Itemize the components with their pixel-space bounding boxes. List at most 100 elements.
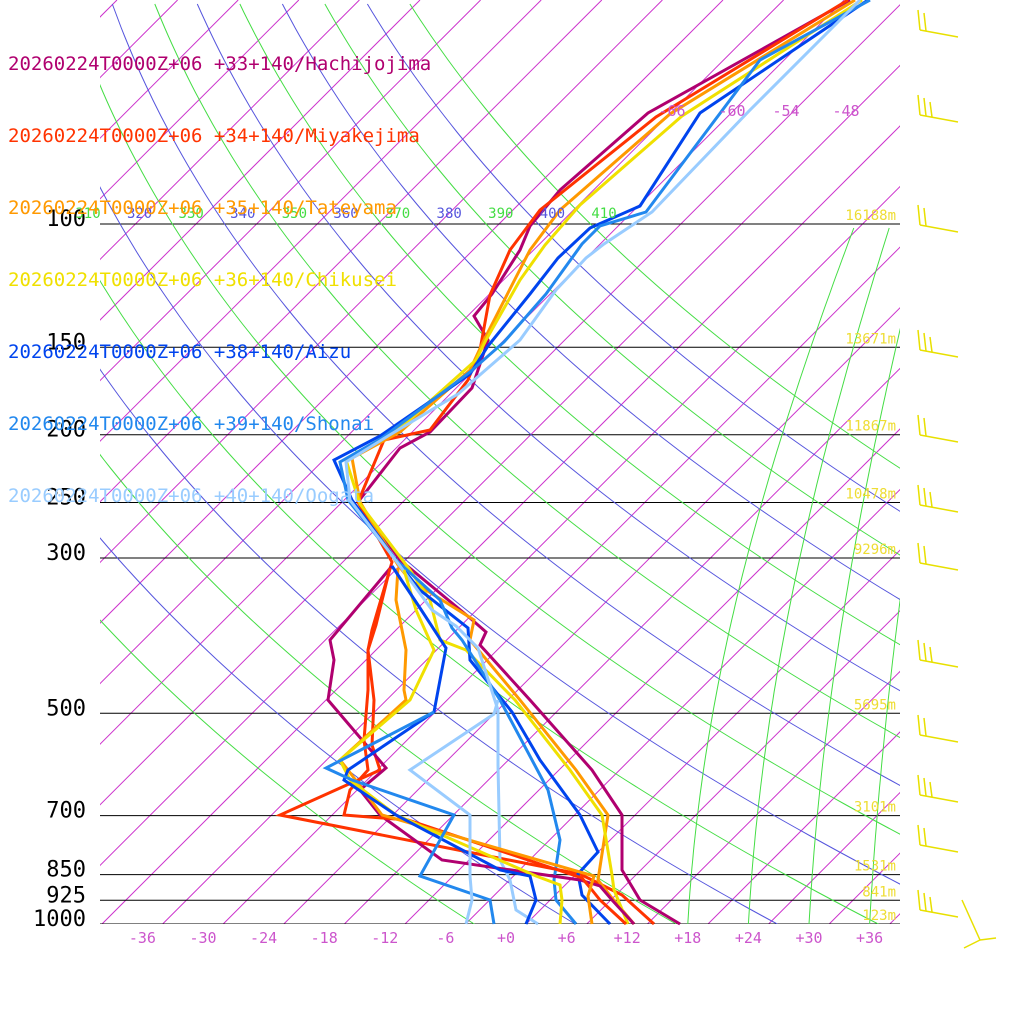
isotherm-line [100,0,360,261]
temperature-profile-line [356,0,851,926]
isotherm-line [404,428,900,924]
legend-entry-hachijojima: 20260224T0000Z+06 +33+140/Hachijojima [8,53,432,75]
isotherm-line [647,670,900,924]
wind-barb [917,824,959,853]
temperature-tick-label: +36 [856,929,883,947]
temperature-profile-line [344,0,862,926]
adiabat-line [239,3,900,646]
temperature-profile-line [350,0,856,925]
adiabat-line [154,3,900,739]
legend-entry-oogata: 20260224T0000Z+06 +40+140/Oogata [8,485,375,507]
dewpoint-profile-line [342,565,538,925]
isotherm-line [100,0,603,503]
adiabat-lines [100,3,900,924]
isotherm-line [100,0,542,442]
wind-barb [917,714,959,743]
legend-entry-chikusei: 20260224T0000Z+06 +36+140/Chikusei [8,269,397,291]
isotherm-line [100,0,300,200]
wind-barb [917,889,959,918]
pressure-label: 250 [46,486,86,511]
theta-label: 320 [127,206,152,222]
isotherm-line [100,0,724,624]
legend-entry-shonai: 20260224T0000Z+06 +39+140/Shonai [8,413,375,435]
height-label: 11867m [845,419,896,435]
isotherm-line [465,488,900,924]
height-label: 123m [862,908,896,924]
height-label: 13671m [845,331,896,347]
adiabat-line [324,3,900,556]
adiabat-line [100,83,900,835]
wind-barb [917,94,959,123]
dewpoint-profile-line [322,710,496,925]
temperature-tick-label: +18 [674,929,701,947]
theta-label: 310 [75,206,100,222]
legend-entry-miyakejima: 20260224T0000Z+06 +34+140/Miyakejima [8,125,420,147]
temperature-tick-label: -30 [189,929,216,947]
temperature-tick-label: -36 [129,929,156,947]
isotherm-line [707,731,900,924]
isotherm-line [100,0,784,685]
adiabat-line [100,619,475,924]
pressure-label: 300 [46,541,86,566]
isotherm-line [100,0,481,382]
adiabat-line [100,279,879,924]
isotherm-line [283,307,900,924]
moist-adiabat-line [808,327,900,924]
wind-barb [917,484,959,513]
moist-adiabat-line [687,227,855,924]
temperature-tick-label: +24 [735,929,762,947]
adiabat-line [366,3,900,512]
dewpoint-profile-line [342,567,628,926]
height-label: 841m [862,884,896,900]
theta-label: 340 [230,206,255,222]
theta-label: 330 [179,206,204,222]
height-label: 16188m [845,208,896,224]
adiabat-line [111,3,900,786]
dewpoint-profile-line [326,565,636,926]
wind-barb [917,204,959,233]
temperature-tick-label: +12 [614,929,641,947]
temperature-profile-line [275,0,849,926]
isotherm-line [100,4,900,806]
temperature-profile-line [338,0,871,925]
temperature-tick-label: +6 [558,929,576,947]
theta-label: 370 [385,206,410,222]
top-temperature-label: -54 [772,102,799,120]
isotherm-line [1011,0,1024,924]
adiabat-line [100,368,778,924]
theta-label: 400 [540,206,565,222]
temperature-tick-label: +0 [497,929,515,947]
pressure-label: 1000 [33,907,86,932]
isotherm-line [586,610,900,924]
isotherm-line [100,64,900,867]
pressure-label: 200 [46,418,86,443]
pressure-label: 925 [46,883,86,908]
wind-barb [917,639,959,668]
temperature-profile-line [344,0,863,925]
axis-labels: 100 16188m 150 13671m 200 11867m 250 10478m 300 9… [33,102,896,947]
isotherm-line [100,0,663,564]
theta-label: 390 [488,206,513,222]
pressure-label: 100 [46,207,86,232]
temperature-tick-label: -12 [371,929,398,947]
theta-label: 410 [591,206,616,222]
wind-barb [917,774,959,803]
isotherm-line [100,0,421,321]
height-label: 9296m [854,542,896,558]
temperature-tick-label: -24 [250,929,277,947]
isotherm-line [525,549,900,924]
theta-label: 380 [437,206,462,222]
surface-wind-barb [961,899,997,949]
pressure-label: 150 [46,330,86,355]
top-temperature-label: -60 [718,102,745,120]
temperature-tick-label: -18 [311,929,338,947]
dewpoint-profile-line [407,699,500,925]
adiabat-line [196,3,900,692]
theta-label: 350 [282,206,307,222]
top-temperature-label: -48 [832,102,859,120]
wind-barb [917,542,959,571]
wind-barb [917,414,959,443]
pressure-label: 700 [46,799,86,824]
sounding-profiles [275,0,871,926]
